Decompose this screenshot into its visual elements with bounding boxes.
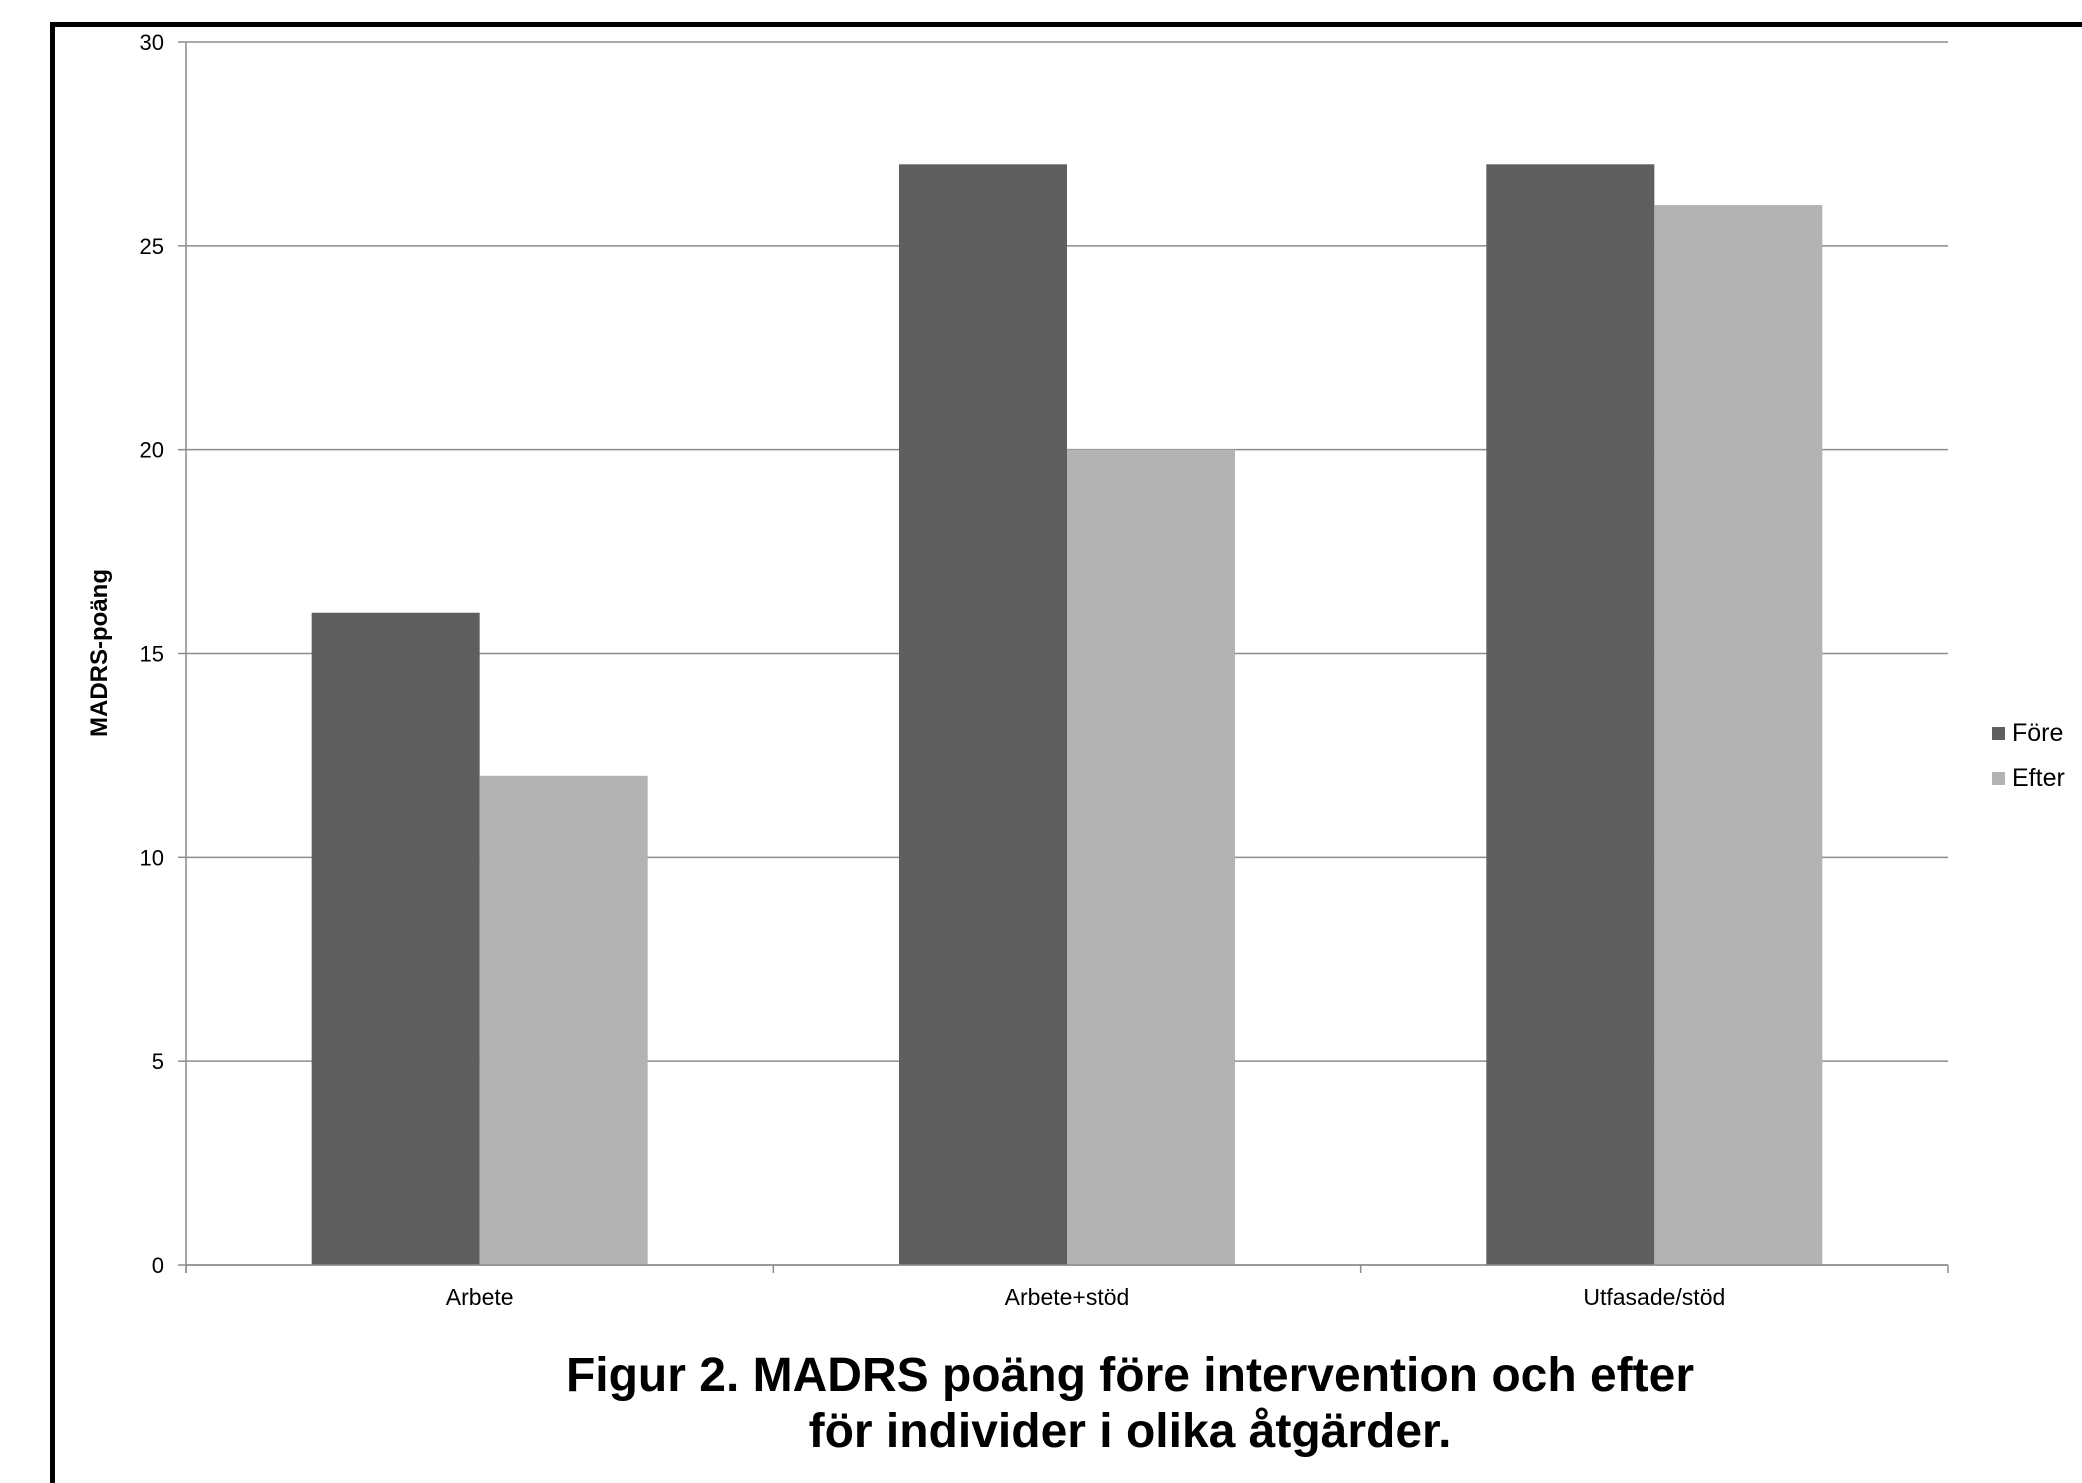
bar-efter-2 bbox=[1654, 205, 1823, 1266]
bar-fore-1 bbox=[899, 164, 1067, 1265]
chart-frame bbox=[50, 22, 2082, 1483]
legend-swatch bbox=[1992, 772, 2005, 785]
y-tick-labels: 0 5 10 15 20 25 30 bbox=[140, 30, 164, 1278]
legend-swatch bbox=[1992, 727, 2005, 740]
bar-fore-0 bbox=[311, 612, 480, 1265]
y-tick-label: 10 bbox=[140, 845, 164, 870]
caption-line-1: Figur 2. MADRS poäng före intervention o… bbox=[565, 1349, 1695, 1402]
bars bbox=[311, 164, 1823, 1266]
x-tick-labels: Arbete Arbete+stöd Utfasade/stöd bbox=[446, 1284, 1726, 1310]
x-tick-label: Utfasade/stöd bbox=[1583, 1284, 1725, 1310]
caption-line-2: för individer i olika åtgärder. bbox=[808, 1405, 1452, 1458]
y-tick-label: 25 bbox=[140, 234, 164, 259]
legend-label: Före bbox=[2012, 719, 2063, 747]
axes bbox=[178, 41, 1949, 1273]
x-tick-label: Arbete bbox=[446, 1284, 514, 1310]
bar-fore-2 bbox=[1486, 164, 1655, 1265]
y-tick-label: 0 bbox=[152, 1253, 164, 1278]
y-tick-label: 20 bbox=[140, 438, 164, 463]
x-tick-label: Arbete+stöd bbox=[1005, 1284, 1130, 1310]
y-tick-label: 30 bbox=[140, 30, 164, 55]
bar-efter-1 bbox=[1067, 449, 1235, 1266]
legend-label: Efter bbox=[2012, 764, 2065, 792]
y-tick-label: 15 bbox=[140, 642, 164, 667]
y-tick-label: 5 bbox=[152, 1049, 164, 1074]
y-axis-label: MADRS-poäng bbox=[86, 569, 113, 737]
legend: Före Efter bbox=[1992, 719, 2065, 792]
figure-caption: Figur 2. MADRS poäng före intervention o… bbox=[340, 1348, 1920, 1460]
bar-efter-0 bbox=[479, 775, 648, 1265]
